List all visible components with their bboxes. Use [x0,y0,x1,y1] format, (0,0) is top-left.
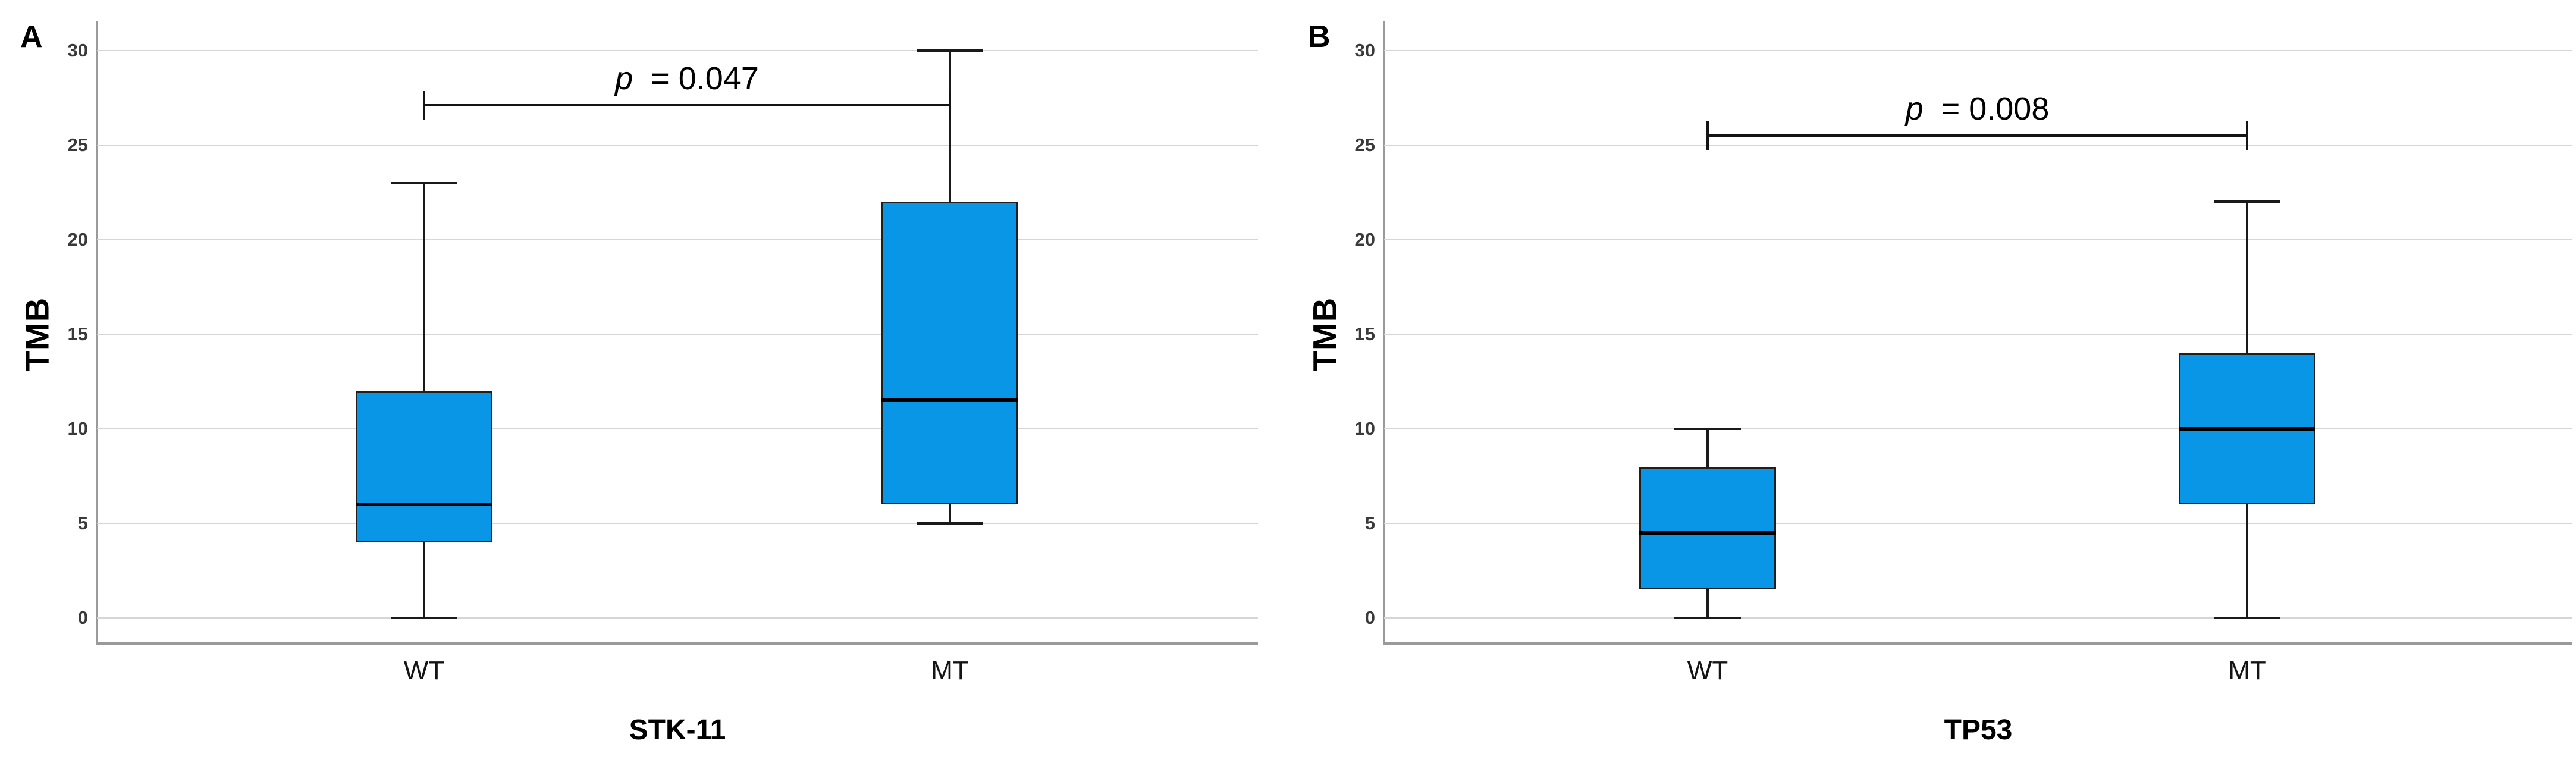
gridline-y-15 [97,334,1258,335]
y-tick-label: 30 [67,40,88,61]
x-axis-title: STK-11 [629,714,726,746]
significance-bracket-left-tick [1706,121,1709,150]
box-wt [356,391,492,542]
panel-a: A TMB 0 5 10 15 20 25 30 p = 0.047 WT MT STK-11 [18,20,1258,746]
gridline-y-15 [1384,334,2572,335]
x-category-label-wt: WT [1687,656,1728,685]
p-symbol: p [1905,91,1924,127]
gridline-y-25 [1384,145,2572,146]
gridline-y-5 [1384,523,2572,524]
gridline-y-30 [97,50,1258,51]
significance-bracket-left-tick [423,91,425,120]
y-tick-label: 0 [77,607,88,628]
y-tick-label: 5 [1364,513,1375,533]
x-category-label-mt: MT [931,656,969,685]
whisker-cap-min-wt [1674,617,1741,619]
whisker-cap-min-wt [391,617,457,619]
whisker-cap-max-mt [917,49,983,52]
median-line-wt [1639,530,1776,535]
y-tick-label: 15 [1354,324,1375,344]
significance-bracket-right-tick [949,91,951,120]
significance-bracket-line [424,104,950,107]
p-value-text: = 0.008 [1941,91,2050,127]
gridline-y-20 [97,239,1258,240]
y-tick-label: 0 [1364,607,1375,628]
box-wt [1639,466,1776,590]
gridline-y-25 [97,145,1258,146]
y-tick-label: 25 [1354,134,1375,155]
whisker-cap-min-mt [2214,617,2280,619]
x-axis-line [96,642,1258,645]
y-tick-label: 20 [1354,229,1375,250]
box-mt [881,202,1018,505]
gridline-y-20 [1384,239,2572,240]
y-tick-label: 10 [67,418,88,439]
x-axis-title: TP53 [1944,714,2013,746]
whisker-cap-max-wt [1674,428,1741,430]
y-axis-line [1383,21,1385,645]
p-value-label: p = 0.008 [1906,93,2050,125]
y-tick-label: 20 [67,229,88,250]
x-category-label-mt: MT [2228,656,2266,685]
y-tick-label: 15 [67,324,88,344]
gridline-y-0 [97,617,1258,619]
median-line-mt [881,398,1018,403]
significance-bracket-line [1708,134,2247,137]
median-line-wt [356,503,492,507]
whisker-cap-max-mt [2214,200,2280,203]
panel-label-b: B [1308,20,1331,54]
gridline-y-30 [1384,50,2572,51]
panel-label-a: A [20,20,43,54]
y-tick-label: 30 [1354,40,1375,61]
y-tick-label: 25 [67,134,88,155]
whisker-cap-min-mt [917,522,983,525]
p-symbol: p [615,61,633,97]
whisker-cap-max-wt [391,181,457,184]
gridline-y-10 [1384,428,2572,429]
p-value-label: p = 0.047 [615,62,759,95]
y-tick-label: 10 [1354,418,1375,439]
x-category-label-wt: WT [403,656,445,685]
gridline-y-5 [97,523,1258,524]
gridline-y-0 [1384,617,2572,619]
y-axis-line [96,21,98,645]
significance-bracket-right-tick [2246,121,2248,150]
y-tick-label: 5 [77,513,88,533]
median-line-mt [2179,427,2315,431]
p-value-text: = 0.047 [651,61,759,97]
panel-b: B TMB 0 5 10 15 20 25 30 p = 0.008 WT MT TP53 [1288,0,2576,766]
gridline-y-10 [97,428,1258,429]
x-axis-line [1383,642,2572,645]
